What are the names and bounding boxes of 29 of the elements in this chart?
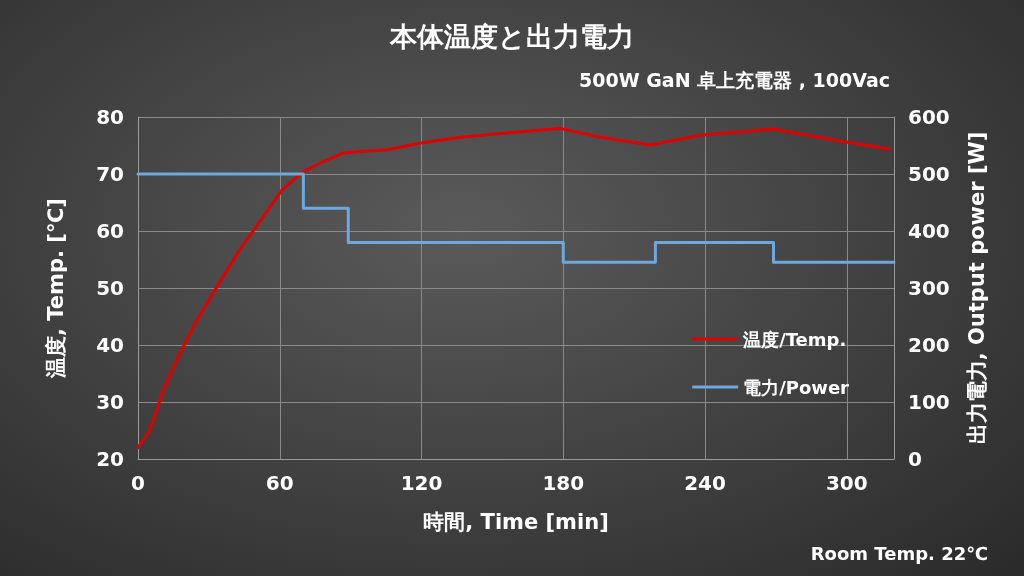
y-tick-label: 30 bbox=[96, 390, 124, 414]
chart-title: 本体温度と出力電力 bbox=[389, 21, 634, 52]
text: Room Temp. 22℃ bbox=[810, 542, 989, 564]
x-tick-label: 240 bbox=[684, 471, 726, 495]
y-tick-label: 50 bbox=[96, 276, 124, 300]
y2-tick-label: 0 bbox=[908, 447, 922, 471]
y2-tick-label: 400 bbox=[908, 219, 950, 243]
legend-label: 温度/Temp. bbox=[742, 328, 847, 350]
y-tick-label: 40 bbox=[96, 333, 124, 357]
y2-tick-label: 200 bbox=[908, 333, 950, 357]
y-axis-title: 温度, Temp. [℃] bbox=[43, 198, 68, 379]
y-tick-label: 60 bbox=[96, 219, 124, 243]
x-tick-label: 0 bbox=[131, 471, 145, 495]
x-tick-label: 60 bbox=[265, 471, 294, 495]
y2-tick-label: 600 bbox=[908, 105, 950, 129]
y2-tick-label: 300 bbox=[908, 276, 950, 300]
x-tick-label: 300 bbox=[825, 471, 868, 495]
x-axis-title: 時間, Time [min] bbox=[423, 509, 609, 534]
chart-subtitle: 500W GaN 卓上充電器 , 100Vac bbox=[578, 68, 891, 91]
line-series bbox=[136, 126, 891, 450]
x-tick-label: 180 bbox=[542, 471, 585, 495]
y2-tick-label: 100 bbox=[908, 390, 950, 414]
y2-axis-title: 出力電力, Output power [W] bbox=[964, 131, 989, 445]
y-tick-label: 70 bbox=[96, 162, 124, 186]
y2-tick-label: 500 bbox=[908, 162, 950, 186]
y-tick-label: 20 bbox=[96, 447, 124, 471]
legend-label: 電力/Power bbox=[743, 376, 850, 398]
y-tick-label: 80 bbox=[96, 105, 124, 129]
x-tick-label: 120 bbox=[400, 471, 443, 495]
